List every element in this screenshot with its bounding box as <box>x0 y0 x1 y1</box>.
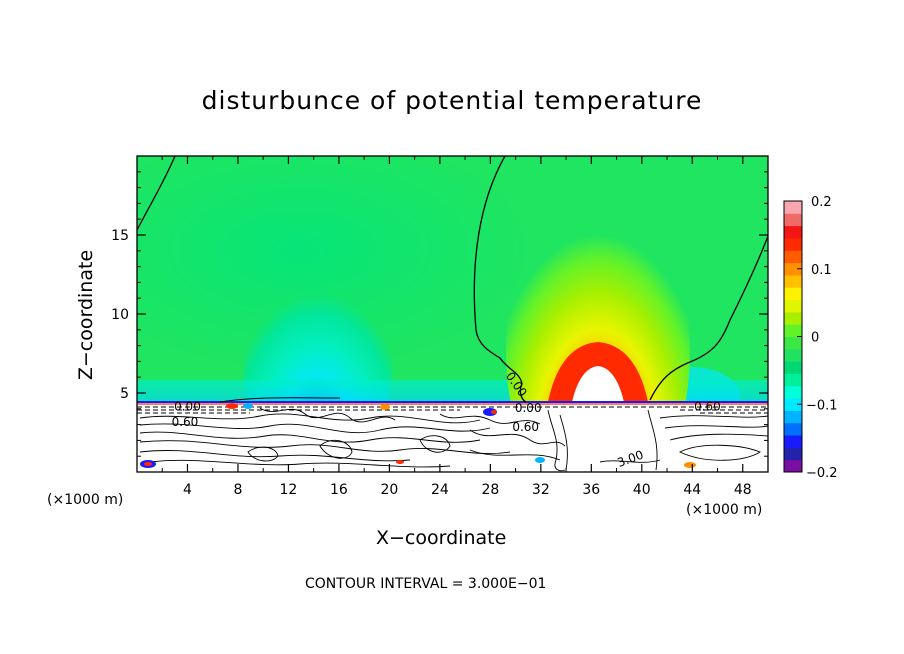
speck <box>144 462 152 466</box>
colorbar-tick-label: −0.2 <box>806 466 838 481</box>
colorbar-swatch <box>784 410 802 424</box>
zero-contour-center <box>473 156 527 403</box>
colorbar-swatch <box>784 201 802 214</box>
solid-contour <box>259 407 396 423</box>
colorbar-swatch <box>784 373 802 387</box>
zero-contours <box>137 156 768 403</box>
x-tick-label: 28 <box>481 482 499 498</box>
cloud-edge-contour <box>219 397 341 403</box>
colorbar-swatch <box>784 262 802 276</box>
x-tick-label: 20 <box>380 482 398 498</box>
colorbar-swatch <box>784 274 802 288</box>
colorbar-tick-label: 0.2 <box>811 195 832 210</box>
zero-contour-right <box>649 235 768 401</box>
speck <box>380 404 390 410</box>
x-tick-label: 40 <box>633 482 651 498</box>
colorbar-swatch <box>784 398 802 411</box>
colorbar-swatch <box>784 299 802 313</box>
y-ticks: 5 10 15 <box>111 171 768 457</box>
zero-contour-left <box>137 156 176 231</box>
contour-label: 0.00 <box>174 399 201 413</box>
solid-contour <box>139 431 481 443</box>
colorbar-tick-label: −0.1 <box>806 398 838 413</box>
speck <box>483 408 497 416</box>
solid-contour <box>139 423 491 434</box>
speck <box>396 460 404 464</box>
solid-contour <box>469 429 566 447</box>
contour-label: 0.60 <box>694 399 721 413</box>
solid-contour <box>678 444 761 461</box>
colorbar-swatch <box>784 422 802 436</box>
colorbar-swatch <box>784 348 802 362</box>
colorbar-swatch <box>784 435 802 448</box>
solid-contour <box>139 450 411 462</box>
colorbar-swatch <box>784 459 802 473</box>
colorbar-swatch <box>784 311 802 325</box>
colorbar-swatch <box>784 225 802 239</box>
colorbar-tick-label: 0.1 <box>811 263 832 278</box>
colorbar-swatch <box>784 361 802 374</box>
lower-layer-contours <box>137 406 768 472</box>
solid-contour <box>139 440 511 454</box>
y-tick-label: 5 <box>120 386 129 402</box>
colorbar-swatch <box>784 250 802 264</box>
colorbar-swatch <box>784 213 802 227</box>
solid-contour <box>139 413 481 424</box>
contour-interval-note: CONTOUR INTERVAL = 3.000E−01 <box>305 576 547 592</box>
colorbar-tick-label: 0 <box>811 331 819 346</box>
speck <box>535 457 545 463</box>
solid-contour <box>547 409 566 472</box>
x-tick-label: 12 <box>280 482 298 498</box>
solid-contour <box>647 409 658 471</box>
lower-layer-color-specks <box>140 403 696 468</box>
x-tick-label: 36 <box>582 482 600 498</box>
y-tick-label: 15 <box>111 228 129 244</box>
field-warm-center <box>572 366 624 402</box>
colorbar-swatch <box>784 385 802 399</box>
x-axis-label: X−coordinate <box>376 527 507 549</box>
solid-contour <box>599 459 661 463</box>
x-tick-label: 8 <box>233 482 242 498</box>
heatmap-field <box>137 156 768 472</box>
contour-label: 0.60 <box>512 420 539 434</box>
solid-contour <box>319 439 353 459</box>
colorbar-swatch <box>784 447 802 461</box>
colorbar-swatch <box>784 237 802 251</box>
solid-contour <box>469 449 561 461</box>
x-tick-label: 32 <box>532 482 550 498</box>
x-tick-label: 4 <box>183 482 192 498</box>
x-tick-label: 48 <box>734 482 752 498</box>
solid-contour <box>439 413 541 425</box>
y-tick-label: 10 <box>111 307 129 323</box>
colorbar-swatch <box>784 287 802 301</box>
x-tick-label: 24 <box>431 482 449 498</box>
solid-contour <box>149 459 451 468</box>
colorbar-swatch <box>784 336 802 350</box>
speck <box>684 462 696 468</box>
solid-contour <box>419 435 451 453</box>
solid-contour <box>664 425 768 429</box>
speck <box>491 410 497 414</box>
speck <box>243 403 253 409</box>
solid-contour <box>247 446 279 462</box>
x-ticks: 4 8 12 16 20 24 28 32 36 40 44 48 <box>161 156 752 498</box>
solid-contour <box>559 414 568 471</box>
x-unit-label-right: (×1000 m) <box>686 502 763 518</box>
x-tick-label: 44 <box>683 482 701 498</box>
x-tick-label: 16 <box>330 482 348 498</box>
solid-contour <box>659 415 768 419</box>
field-lower-layer <box>137 402 768 472</box>
chart-title: disturbunce of potential temperature <box>201 86 703 115</box>
solid-contour <box>669 433 768 441</box>
colorbar-swatch <box>784 324 802 337</box>
speck <box>226 403 238 409</box>
contour-label: 0.60 <box>172 415 199 429</box>
x-unit-label-left: (×1000 m) <box>47 492 124 508</box>
contour-label: 0.00 <box>515 401 542 415</box>
colorbar: 0.2 0.1 0 −0.1 −0.2 <box>783 195 838 481</box>
